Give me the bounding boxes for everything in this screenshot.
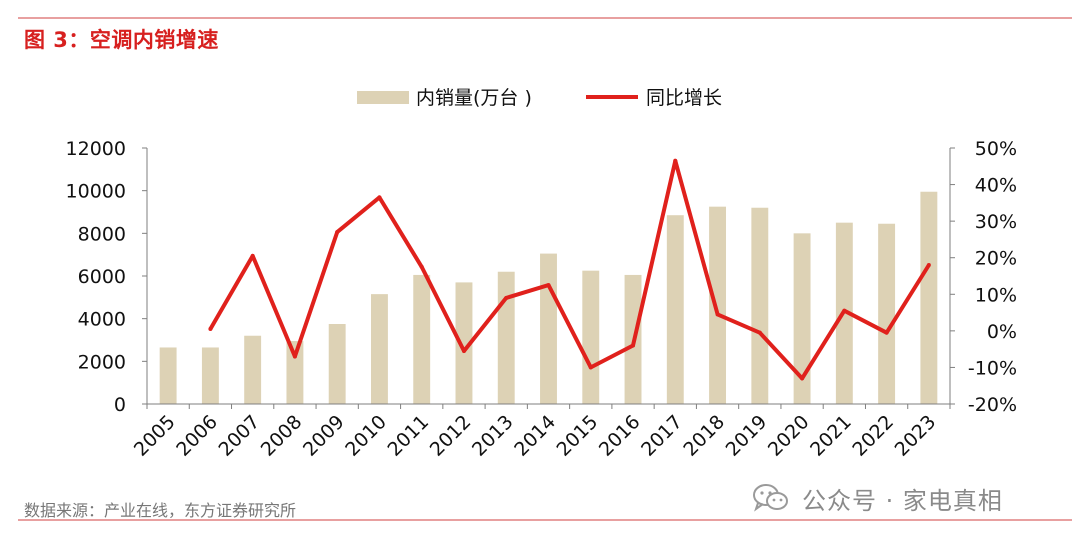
y-right-tick-label: 0%	[987, 321, 1017, 343]
y-right-tick-label: 10%	[975, 284, 1017, 306]
x-tick-label: 2010	[341, 411, 391, 461]
growth-point	[926, 263, 931, 268]
y-right-tick-label: 30%	[975, 211, 1017, 233]
growth-point	[757, 330, 762, 335]
growth-point	[546, 283, 551, 288]
bar	[201, 347, 219, 404]
x-tick-label: 2005	[130, 411, 180, 461]
growth-point	[292, 354, 297, 359]
bar	[793, 233, 811, 404]
x-tick-label: 2016	[595, 411, 645, 461]
y-left-tick-label: 8000	[78, 223, 126, 245]
bar	[286, 341, 304, 404]
bottom-rule	[18, 519, 1072, 521]
x-tick-label: 2008	[257, 411, 307, 461]
x-tick-label: 2014	[510, 411, 560, 461]
y-left-tick-label: 10000	[66, 181, 126, 203]
y-left-tick-label: 12000	[66, 138, 126, 160]
bar	[540, 253, 557, 404]
growth-point	[842, 308, 847, 313]
growth-point	[377, 195, 382, 200]
bar	[666, 215, 684, 404]
y-right-tick-label: -10%	[968, 357, 1017, 379]
bar	[582, 270, 600, 404]
x-tick-label: 2006	[172, 411, 222, 461]
legend-bar-label: 内销量(万台 )	[416, 87, 532, 109]
bar	[497, 271, 515, 404]
x-tick-label: 2022	[848, 411, 898, 461]
growth-point	[504, 295, 509, 300]
x-tick-label: 2011	[383, 411, 433, 461]
growth-point	[419, 264, 424, 269]
figure-title: 图 3：空调内销增速	[24, 28, 219, 52]
growth-point	[588, 365, 593, 370]
growth-point	[800, 376, 805, 381]
y-right-tick-label: -20%	[968, 394, 1017, 416]
bar	[244, 335, 262, 404]
x-tick-label: 2023	[891, 411, 941, 461]
watermark: 公众号 · 家电真相	[752, 480, 1003, 516]
bar	[159, 347, 177, 404]
bar	[751, 207, 769, 404]
growth-point	[335, 230, 340, 235]
bar	[455, 282, 473, 404]
x-tick-label: 2017	[637, 411, 687, 461]
bar	[878, 223, 896, 404]
y-right-tick-label: 20%	[975, 248, 1017, 270]
bar	[709, 206, 727, 404]
plot-area: 0 2000 4000 6000 8000 10000 12000 -20% -10% 0% 10%…	[66, 138, 1017, 461]
source-note: 数据来源：产业在线，东方证券研究所	[24, 501, 297, 520]
growth-point	[715, 312, 720, 317]
bar	[370, 294, 388, 404]
y-right-tick-label: 50%	[975, 138, 1017, 160]
growth-point	[208, 327, 213, 332]
wechat-icon	[753, 484, 788, 512]
legend: 内销量(万台 ) 同比增长	[357, 87, 722, 109]
x-tick-label: 2007	[214, 411, 264, 461]
x-tick-label: 2018	[679, 411, 729, 461]
legend-line-label: 同比增长	[646, 87, 722, 109]
bar	[920, 191, 938, 404]
growth-point	[250, 253, 255, 258]
x-tick-label: 2015	[553, 411, 603, 461]
bar	[328, 324, 346, 404]
x-tick-label: 2012	[426, 411, 476, 461]
growth-point	[461, 348, 466, 353]
growth-line	[208, 158, 931, 381]
x-tick-label: 2019	[722, 411, 772, 461]
y-left-tick-label: 2000	[78, 351, 126, 373]
y-left-tick-label: 4000	[78, 309, 126, 331]
growth-point	[884, 330, 889, 335]
growth-point	[673, 158, 678, 163]
y-left-tick-label: 6000	[78, 266, 126, 288]
x-tick-label: 2009	[299, 411, 349, 461]
y-left-tick-label: 0	[114, 394, 126, 416]
legend-bar-swatch	[357, 91, 409, 104]
growth-point	[631, 343, 636, 348]
x-tick-label: 2013	[468, 411, 518, 461]
top-rule	[18, 17, 1072, 19]
x-tick-label: 2021	[806, 411, 856, 461]
x-tick-label: 2020	[764, 411, 814, 461]
bar	[413, 274, 431, 404]
watermark-text: 公众号 · 家电真相	[802, 486, 1003, 515]
y-right-tick-label: 40%	[975, 175, 1017, 197]
